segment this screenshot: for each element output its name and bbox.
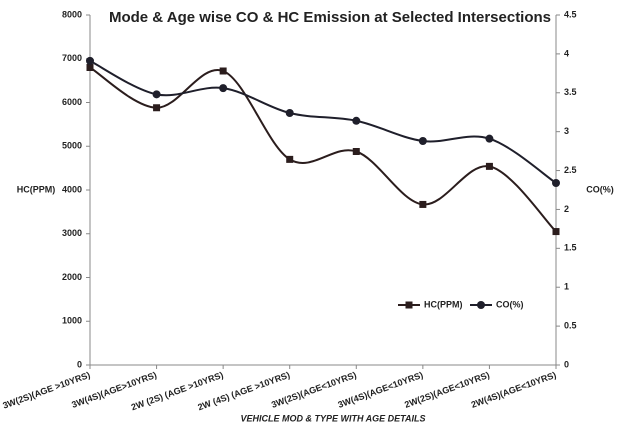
legend-marker	[405, 301, 413, 309]
y2-tick-label: 4.5	[564, 9, 577, 19]
data-point	[86, 56, 94, 65]
y2-tick-label: 4	[564, 48, 569, 58]
y-tick-label: 4000	[62, 184, 82, 194]
y-tick-label: 7000	[62, 53, 82, 63]
y2-tick-label: 3.5	[564, 87, 577, 97]
data-point	[485, 162, 493, 170]
y2-tick-label: 3	[564, 126, 569, 136]
y-tick-label: 1000	[62, 316, 82, 326]
data-point	[152, 90, 161, 99]
y-tick-label: 3000	[62, 228, 82, 238]
data-point	[285, 109, 294, 117]
data-point	[153, 104, 161, 112]
data-point	[219, 84, 228, 93]
data-point	[86, 64, 94, 71]
data-point	[219, 67, 227, 75]
y2-tick-label: 0.5	[564, 320, 577, 330]
data-point	[352, 116, 361, 125]
data-point	[352, 148, 360, 155]
data-point	[419, 200, 427, 208]
y-tick-label: 0	[77, 359, 82, 369]
y2-tick-label: 2	[564, 204, 569, 214]
chart-title: Mode & Age wise CO & HC Emission at Sele…	[109, 9, 551, 26]
y-tick-label: 2000	[62, 272, 82, 282]
y2-axis-title: CO(%)	[586, 184, 614, 194]
y2-tick-label: 1.5	[564, 243, 577, 253]
series-line	[89, 66, 557, 233]
data-point	[418, 137, 427, 145]
data-point	[286, 155, 294, 163]
data-point	[552, 179, 560, 187]
legend-marker	[477, 301, 485, 309]
y-tick-label: 8000	[62, 9, 82, 19]
y-tick-label: 5000	[62, 141, 82, 151]
x-axis-title: VEHICLE MOD & TYPE WITH AGE DETAILS	[240, 413, 425, 423]
y2-tick-label: 1	[564, 282, 569, 292]
data-point	[552, 228, 560, 236]
legend-label: CO(%)	[496, 299, 524, 309]
y-axis-title: HC(PPM)	[17, 184, 56, 194]
y2-tick-label: 0	[564, 359, 569, 369]
y-tick-label: 6000	[62, 97, 82, 107]
data-point	[485, 134, 494, 143]
legend-label: HC(PPM)	[424, 299, 463, 309]
y2-tick-label: 2.5	[564, 165, 577, 175]
